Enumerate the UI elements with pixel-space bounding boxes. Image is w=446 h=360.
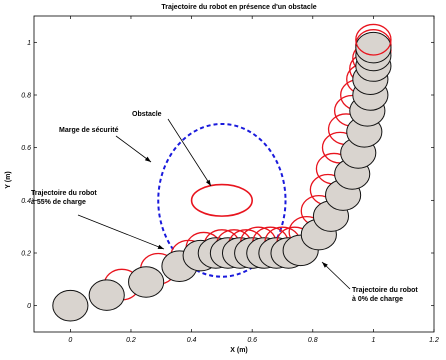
robot-0pct-position-marker bbox=[128, 266, 165, 298]
annotations: Obstacle Marge de sécurité Trajectoire du … bbox=[31, 111, 418, 303]
x-tick-label: 0.8 bbox=[308, 337, 318, 344]
annotation-safety-margin: Marge de sécurité bbox=[59, 127, 119, 134]
annotation-arrow-line bbox=[115, 135, 152, 163]
plot-area bbox=[52, 23, 392, 322]
safety-margin-ellipse bbox=[157, 122, 287, 278]
x-tick-label: 0.2 bbox=[126, 337, 136, 344]
annotation-arrow-line bbox=[167, 118, 212, 187]
obstacle-ellipse bbox=[190, 183, 253, 217]
x-axis-label: X (m) bbox=[230, 347, 248, 354]
x-tick-label: 0 bbox=[68, 337, 72, 344]
annotation-trajectory-0pct: Trajectoire du robot à 0% de charge bbox=[352, 287, 418, 303]
y-tick-label: 0.4 bbox=[21, 198, 31, 205]
chart-title: Trajectoire du robot en présence d'un ob… bbox=[161, 4, 316, 11]
y-tick-label: 0.2 bbox=[21, 251, 31, 258]
axis-ticks: 0 0.2 0.4 0.6 0.8 1 1.2 0 0.2 0.4 0.6 0.8 1 bbox=[21, 16, 439, 344]
annotation-arrow-line bbox=[77, 214, 165, 250]
y-tick-label: 1 bbox=[27, 40, 31, 47]
y-tick-label: 0 bbox=[27, 303, 31, 310]
x-tick-label: 1 bbox=[371, 337, 375, 344]
x-tick-label: 1.2 bbox=[429, 337, 439, 344]
annotation-arrowhead bbox=[144, 156, 151, 162]
annotation-arrowhead bbox=[205, 179, 211, 186]
annotation-obstacle: Obstacle bbox=[132, 111, 162, 118]
annotation-arrowhead bbox=[157, 244, 164, 249]
y-axis-label: Y (m) bbox=[5, 171, 12, 188]
y-tick-label: 0.8 bbox=[21, 93, 31, 100]
annotation-trajectory-55pct: Trajectoire du robot à 55% de charge bbox=[31, 190, 97, 206]
y-tick-label: 0.6 bbox=[21, 145, 31, 152]
robot-0pct-position-marker bbox=[88, 279, 125, 311]
axes-frame bbox=[33, 15, 435, 333]
annotation-arrow-line bbox=[321, 261, 351, 290]
robot-0pct-position-marker bbox=[52, 289, 89, 322]
robot-0pct-position-marker bbox=[355, 31, 392, 64]
x-tick-label: 0.6 bbox=[247, 337, 257, 344]
x-tick-label: 0.4 bbox=[187, 337, 197, 344]
annotation-arrowhead bbox=[322, 262, 328, 268]
robot-55pct-position-marker bbox=[355, 23, 392, 56]
